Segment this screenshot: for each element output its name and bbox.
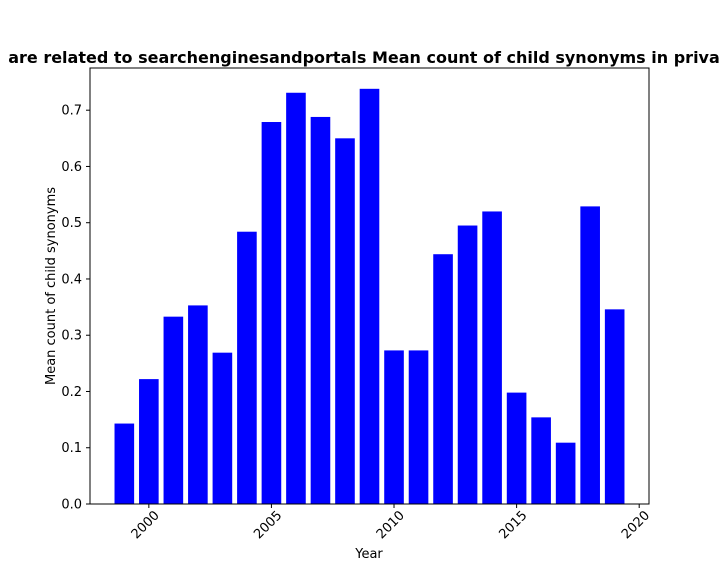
x-tick-label: 2010 — [374, 508, 408, 542]
x-tick-label: 2015 — [496, 508, 530, 542]
bars-group — [114, 88, 625, 505]
bar-1999 — [114, 423, 135, 504]
y-tick-label: 0.4 — [61, 272, 82, 287]
bar-2018 — [580, 206, 600, 504]
bar-2016 — [531, 417, 551, 504]
bar-2012 — [433, 254, 453, 504]
bar-2015 — [506, 392, 527, 504]
bar-2001 — [163, 316, 184, 504]
y-tick-label: 0.6 — [61, 160, 82, 175]
bar-2007 — [310, 116, 331, 504]
bar-2004 — [237, 231, 257, 504]
y-tick-label: 0.2 — [61, 385, 82, 400]
y-tick-label: 0.7 — [61, 104, 82, 119]
bar-2019 — [604, 309, 625, 504]
y-axis: 0.0 0.1 0.2 0.3 0.4 0.5 0.6 0.7 — [61, 104, 90, 513]
chart-title: are related to searchenginesandportals M… — [8, 48, 720, 67]
x-tick-label: 2005 — [251, 508, 285, 542]
bar-2002 — [188, 305, 208, 504]
x-tick-label: 2000 — [129, 508, 163, 542]
bar-2006 — [286, 92, 306, 505]
bar-2000 — [139, 379, 159, 504]
bar-2017 — [555, 442, 576, 504]
y-tick-label: 0.0 — [61, 498, 82, 513]
bar-2008 — [335, 138, 355, 505]
bar-2014 — [482, 211, 502, 504]
plot-frame — [89, 67, 650, 505]
bar-2003 — [212, 352, 233, 504]
y-tick-label: 0.1 — [61, 441, 82, 456]
y-tick-label: 0.3 — [61, 329, 82, 344]
bar-2005 — [261, 122, 282, 504]
bar-2013 — [457, 225, 478, 504]
bar-2011 — [408, 350, 429, 504]
y-axis-label: Mean count of child synonyms — [44, 187, 59, 385]
bar-2010 — [384, 350, 404, 504]
y-tick-label: 0.5 — [61, 216, 82, 231]
x-tick-label: 2020 — [619, 508, 653, 542]
x-axis: 2000 2005 2010 2015 2020 — [129, 504, 653, 542]
x-axis-label: Year — [354, 547, 383, 562]
bar-2009 — [359, 88, 380, 504]
